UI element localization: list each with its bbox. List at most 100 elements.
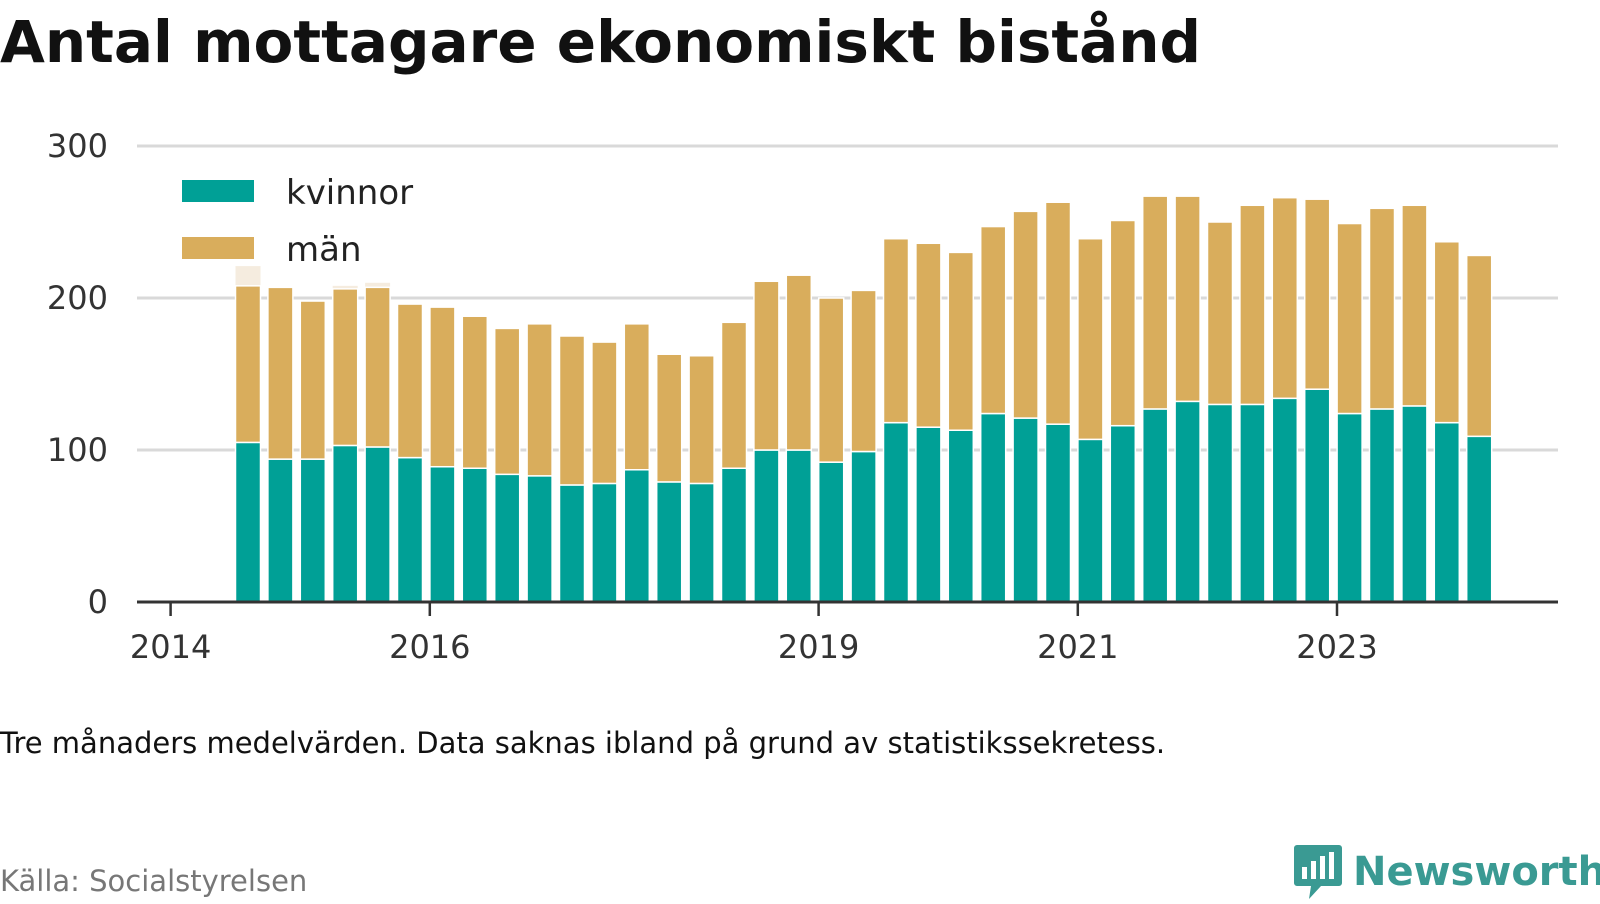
bar-kvinnor-2022-Q4 bbox=[1336, 412, 1363, 603]
bar-man-2017-Q1 bbox=[591, 341, 618, 485]
bar-man-2015-Q3 bbox=[396, 303, 424, 459]
bar-faded-2015-Q2 bbox=[365, 282, 391, 288]
bar-kvinnor-2018-Q1 bbox=[720, 467, 748, 603]
legend-label-kvinnor: kvinnor bbox=[286, 173, 413, 213]
bar-man-2023-Q4 bbox=[1465, 254, 1493, 438]
bar-kvinnor-2015-Q4 bbox=[429, 465, 456, 603]
bar-faded-2015-Q1 bbox=[332, 285, 358, 289]
bar-faded-2014-Q2 bbox=[235, 266, 261, 286]
bar-man-2021-Q3 bbox=[1174, 195, 1201, 403]
bar-kvinnor-2021-Q4 bbox=[1206, 403, 1234, 603]
bar-kvinnor-2021-Q2 bbox=[1141, 408, 1169, 603]
bar-kvinnor-2016-Q4 bbox=[558, 484, 586, 603]
bar-kvinnor-2014-Q2 bbox=[234, 441, 262, 603]
bar-man-2015-Q2 bbox=[364, 286, 391, 448]
bar-man-2015-Q4 bbox=[429, 306, 456, 468]
bar-man-2018-Q2 bbox=[753, 280, 780, 451]
y-tick-label-200: 200 bbox=[47, 279, 108, 317]
bar-man-2020-Q3 bbox=[1044, 201, 1072, 425]
bar-kvinnor-2014-Q4 bbox=[299, 458, 327, 603]
bar-kvinnor-2016-Q3 bbox=[526, 475, 553, 603]
bar-kvinnor-2023-Q3 bbox=[1433, 421, 1461, 603]
bar-kvinnor-2014-Q3 bbox=[267, 458, 294, 603]
bar-man-2019-Q3 bbox=[915, 242, 942, 428]
bar-man-2019-Q2 bbox=[882, 237, 910, 424]
bar-kvinnor-2016-Q2 bbox=[493, 473, 521, 603]
bar-kvinnor-2022-Q1 bbox=[1239, 403, 1266, 603]
y-tick-label-0: 0 bbox=[88, 583, 108, 621]
bar-kvinnor-2019-Q2 bbox=[882, 421, 910, 603]
bar-man-2021-Q4 bbox=[1206, 221, 1234, 406]
bar-man-2022-Q2 bbox=[1271, 196, 1299, 400]
bar-man-2016-Q3 bbox=[526, 323, 553, 477]
bar-kvinnor-2020-Q1 bbox=[979, 412, 1007, 603]
bar-kvinnor-2019-Q3 bbox=[915, 426, 942, 603]
axes: 2014 2016 2019 2021 2023 bbox=[130, 600, 1558, 666]
bar-man-2023-Q2 bbox=[1401, 204, 1428, 407]
stacked-bar-chart: 0 100 200 300 2014 2016 2019 2021 2023 kvinnor … bbox=[47, 127, 1558, 666]
bar-man-2017-Q3 bbox=[655, 353, 683, 483]
bar-kvinnor-2017-Q2 bbox=[623, 469, 651, 603]
bar-man-2016-Q4 bbox=[558, 335, 586, 486]
bar-man-2022-Q1 bbox=[1239, 204, 1266, 406]
bar-kvinnor-2015-Q1 bbox=[331, 444, 359, 603]
x-tick-label-2016: 2016 bbox=[389, 628, 470, 666]
bar-kvinnor-2021-Q1 bbox=[1109, 424, 1137, 603]
bar-kvinnor-2020-Q3 bbox=[1044, 423, 1072, 603]
bar-man-2014-Q4 bbox=[299, 300, 327, 460]
bar-man-2017-Q4 bbox=[688, 355, 715, 485]
bar-man-2022-Q3 bbox=[1303, 198, 1331, 390]
x-tick-label-2014: 2014 bbox=[130, 628, 211, 666]
x-tick-label-2023: 2023 bbox=[1296, 628, 1377, 666]
bar-kvinnor-2023-Q2 bbox=[1401, 405, 1428, 603]
bar-kvinnor-2019-Q1 bbox=[850, 450, 877, 603]
bar-kvinnor-2020-Q4 bbox=[1077, 438, 1104, 603]
bar-kvinnor-2017-Q1 bbox=[591, 482, 618, 603]
legend-swatch-kvinnor bbox=[182, 180, 254, 202]
chart-note: Tre månaders medelvärden. Data saknas ib… bbox=[0, 726, 1166, 760]
bar-man-2017-Q2 bbox=[623, 323, 651, 471]
source-credit: Källa: Socialstyrelsen bbox=[0, 864, 308, 898]
bar-kvinnor-2018-Q4 bbox=[817, 461, 845, 603]
bar-man-2019-Q4 bbox=[947, 251, 975, 431]
bar-man-2021-Q2 bbox=[1141, 195, 1169, 410]
brand-logo: Newsworthy bbox=[1293, 840, 1600, 904]
bar-kvinnor-2018-Q2 bbox=[753, 449, 780, 603]
x-tick-label-2019: 2019 bbox=[778, 628, 859, 666]
newsworthy-chart-bubble-icon bbox=[1294, 845, 1342, 899]
bar-man-2023-Q1 bbox=[1368, 207, 1396, 410]
bar-kvinnor-2019-Q4 bbox=[947, 429, 975, 603]
bars bbox=[234, 195, 1493, 603]
x-tick-label-2021: 2021 bbox=[1037, 628, 1118, 666]
legend: kvinnor män bbox=[182, 173, 413, 270]
bar-man-2019-Q1 bbox=[850, 289, 877, 453]
bar-man-2016-Q1 bbox=[461, 315, 489, 469]
legend-label-man: män bbox=[286, 230, 362, 270]
bar-man-2014-Q2 bbox=[234, 285, 262, 444]
bar-man-2018-Q4 bbox=[817, 297, 845, 463]
bar-man-2020-Q2 bbox=[1012, 210, 1039, 419]
bar-man-2016-Q2 bbox=[493, 327, 521, 476]
bar-kvinnor-2022-Q3 bbox=[1303, 388, 1331, 603]
bar-kvinnor-2017-Q3 bbox=[655, 481, 683, 603]
bar-man-2021-Q1 bbox=[1109, 219, 1137, 427]
y-tick-label-300: 300 bbox=[47, 127, 108, 165]
bar-man-2020-Q1 bbox=[979, 225, 1007, 415]
bar-kvinnor-2020-Q2 bbox=[1012, 417, 1039, 603]
bar-man-2023-Q3 bbox=[1433, 241, 1461, 424]
bar-kvinnor-2021-Q3 bbox=[1174, 400, 1201, 603]
bar-kvinnor-2022-Q2 bbox=[1271, 397, 1299, 603]
y-tick-label-100: 100 bbox=[47, 431, 108, 469]
bar-kvinnor-2015-Q2 bbox=[364, 446, 391, 603]
bar-man-2020-Q4 bbox=[1077, 237, 1104, 441]
bar-man-2018-Q1 bbox=[720, 321, 748, 469]
bar-kvinnor-2016-Q1 bbox=[461, 467, 489, 603]
chart-title: Antal mottagare ekonomiskt bistånd bbox=[0, 8, 1202, 76]
bar-kvinnor-2023-Q4 bbox=[1465, 435, 1493, 603]
bar-kvinnor-2023-Q1 bbox=[1368, 408, 1396, 603]
bar-man-2015-Q1 bbox=[331, 288, 359, 447]
bar-man-2014-Q3 bbox=[267, 286, 294, 460]
brand-name: Newsworthy bbox=[1353, 849, 1600, 895]
bar-man-2018-Q3 bbox=[785, 274, 813, 451]
bar-man-2022-Q4 bbox=[1336, 222, 1363, 415]
